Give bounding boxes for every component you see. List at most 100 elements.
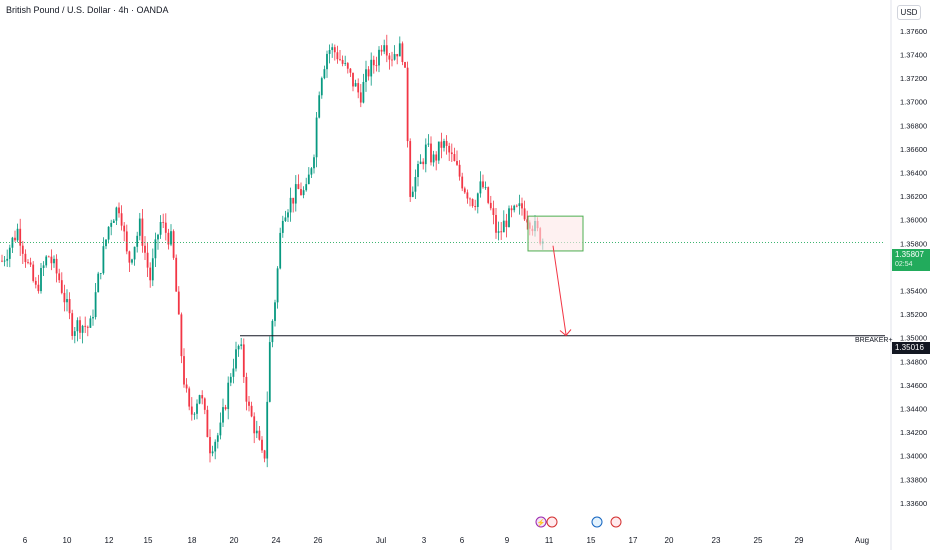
candle-body	[344, 63, 347, 64]
candle-body	[318, 95, 321, 118]
projection-arrow[interactable]	[552, 245, 572, 337]
candle-body	[430, 143, 432, 163]
candle-body	[419, 161, 422, 164]
price-tick-label: 1.34200	[900, 428, 927, 437]
candle-body	[19, 228, 22, 246]
candle-body	[448, 145, 451, 153]
candle-body	[497, 231, 500, 233]
current-price-value: 1.35807	[895, 250, 924, 259]
candle-body	[235, 349, 237, 369]
candle-body	[60, 280, 63, 293]
candle-body	[328, 50, 331, 54]
time-tick-label: 23	[712, 536, 721, 545]
candle-body	[456, 160, 458, 165]
candle-body	[76, 320, 79, 332]
candle-body	[120, 213, 123, 226]
candle-body	[162, 222, 165, 223]
currency-button[interactable]: USD	[897, 5, 921, 20]
candle-body	[453, 154, 456, 161]
price-axis[interactable]: 1.37600 1.37400 1.37200 1.37000 1.36800 1.366…	[900, 27, 927, 508]
candle-body	[146, 252, 149, 268]
candle-body	[157, 234, 159, 240]
candle-body	[406, 67, 409, 142]
candle-body	[404, 62, 406, 68]
uk-flag-event-icon[interactable]	[610, 516, 622, 528]
candle-body	[292, 197, 295, 204]
candle-body	[21, 245, 24, 254]
candle-body	[73, 331, 76, 336]
candle-body	[417, 163, 419, 178]
time-tick-label: 17	[629, 536, 638, 545]
candle-body	[510, 208, 513, 211]
supply-zone-rectangle[interactable]	[527, 215, 584, 252]
candle-body	[99, 273, 102, 274]
us-flag-event-icon[interactable]	[591, 516, 603, 528]
price-tick-label: 1.37000	[900, 98, 927, 107]
candle-body	[479, 181, 482, 194]
time-tick-label: 9	[505, 536, 510, 545]
time-axis[interactable]: 6 10 12 15 18 20 24 26 Jul 3 6 9 11 15 17 20 23 25 29 Aug	[23, 536, 869, 545]
candle-body	[471, 199, 474, 207]
price-tick-label: 1.34000	[900, 452, 927, 461]
candle-body	[34, 280, 37, 285]
candle-body	[513, 205, 516, 211]
candle-body	[1, 260, 3, 262]
candle-body	[289, 197, 292, 213]
time-tick-label: 3	[422, 536, 427, 545]
candle-body	[8, 247, 11, 259]
candle-body	[422, 161, 425, 165]
candle-body	[141, 218, 144, 246]
candle-body	[391, 59, 393, 61]
lightning-event-icon[interactable]	[535, 516, 547, 528]
price-tick-label: 1.36400	[900, 168, 927, 177]
candle-body	[253, 416, 256, 434]
time-tick-label: 20	[665, 536, 674, 545]
breaker-label[interactable]: BREAKER+	[855, 337, 893, 344]
candle-body	[232, 368, 235, 377]
price-tick-label: 1.34400	[900, 404, 927, 413]
candle-body	[261, 439, 263, 451]
candle-body	[185, 384, 188, 389]
candle-body	[167, 232, 170, 245]
price-tick-label: 1.37400	[900, 50, 927, 59]
price-tick-label: 1.36200	[900, 192, 927, 201]
candle-body	[281, 220, 284, 233]
candle-body	[526, 219, 529, 223]
candle-body	[320, 78, 323, 96]
candle-body	[14, 237, 16, 241]
candle-body	[29, 262, 32, 265]
candle-body	[222, 407, 224, 423]
candle-body	[50, 256, 53, 264]
candle-body	[224, 407, 227, 410]
symbol-title[interactable]: British Pound / U.S. Dollar · 4h · OANDA	[6, 5, 169, 15]
candle-body	[209, 437, 211, 454]
candle-body	[118, 207, 120, 214]
candle-body	[474, 206, 477, 207]
time-tick-label: 6	[23, 536, 28, 545]
candle-body	[170, 231, 172, 245]
candle-body	[284, 217, 287, 221]
price-tick-label: 1.35800	[900, 239, 927, 248]
candle-body	[242, 344, 245, 377]
candle-body	[331, 47, 334, 51]
candle-body	[326, 53, 328, 70]
candle-body	[164, 222, 167, 233]
time-tick-label: 10	[63, 536, 72, 545]
candle-body	[175, 257, 178, 292]
candle-body	[375, 65, 378, 67]
candle-body	[268, 342, 271, 402]
candle-body	[177, 291, 180, 315]
price-tick-label: 1.37200	[900, 74, 927, 83]
candle-body	[125, 231, 128, 252]
candle-body	[279, 232, 282, 269]
price-tick-label: 1.35200	[900, 310, 927, 319]
candle-body	[45, 256, 48, 266]
candle-body	[427, 143, 430, 145]
candle-body	[398, 43, 401, 57]
candle-body	[211, 451, 214, 454]
candle-body	[27, 262, 29, 263]
candle-body	[458, 164, 461, 177]
uk-flag-event-icon[interactable]	[546, 516, 558, 528]
candle-body	[16, 228, 19, 241]
